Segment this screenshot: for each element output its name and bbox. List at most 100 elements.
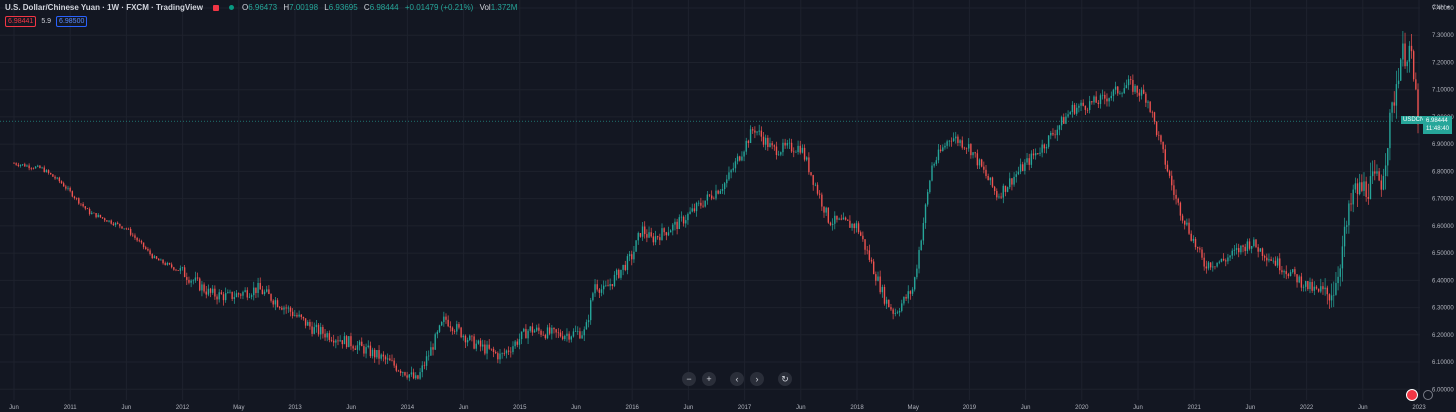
y-tick-label: 6.00000 — [1432, 387, 1454, 393]
candle-body — [367, 345, 369, 348]
candle-body — [419, 372, 421, 379]
candle-body — [203, 284, 205, 292]
settings-icon[interactable] — [1423, 390, 1433, 400]
candle-body — [907, 291, 909, 299]
candle-body — [75, 198, 78, 199]
candle-body — [881, 286, 884, 293]
candle-body — [633, 251, 635, 260]
candle-body — [914, 277, 916, 290]
zoom-out-button[interactable]: − — [682, 372, 696, 386]
x-tick-label: Jun — [1133, 405, 1143, 411]
x-tick-label: 2016 — [626, 405, 640, 411]
candle-body — [352, 346, 354, 349]
candle-body — [961, 140, 963, 148]
symbol-price-tag: USDCNH — [1401, 116, 1431, 125]
candle-body — [52, 174, 54, 177]
x-tick-label: 2019 — [963, 405, 977, 411]
candle-body — [257, 282, 259, 293]
candle-body — [996, 191, 998, 198]
candle-body — [1201, 249, 1203, 258]
sell-button[interactable]: 6.98441 — [5, 16, 37, 27]
candle-body — [786, 143, 788, 146]
candle-body — [546, 327, 549, 339]
candle-body — [1106, 98, 1108, 102]
candle-body — [1343, 226, 1346, 247]
candle-body — [1071, 104, 1074, 113]
flag-icon[interactable] — [212, 4, 219, 11]
candle-body — [752, 129, 754, 131]
ohlc-high-label: H — [283, 3, 290, 12]
candle-body — [1030, 153, 1033, 165]
candle-body — [1207, 262, 1210, 269]
x-tick-label: Jun — [459, 405, 469, 411]
candle-body — [1220, 258, 1223, 262]
zoom-in-button[interactable]: + — [702, 372, 716, 386]
reset-chart-button[interactable]: ↻ — [778, 372, 792, 386]
candle-body — [345, 336, 348, 348]
scroll-right-button[interactable]: › — [750, 372, 764, 386]
candle-body — [488, 344, 490, 349]
candle-body — [1242, 245, 1244, 247]
candle-body — [529, 326, 531, 331]
symbol-title[interactable]: U.S. Dollar/Chinese Yuan · 1W · FXCM · T… — [5, 3, 203, 12]
candle-body — [449, 326, 452, 328]
candle-body — [1406, 61, 1408, 67]
scroll-left-button[interactable]: ‹ — [730, 372, 744, 386]
x-tick-label: Jun — [684, 405, 694, 411]
candle-body — [1300, 276, 1303, 288]
candle-body — [326, 333, 328, 338]
candle-body — [393, 360, 395, 366]
candle-body — [1376, 171, 1378, 174]
candle-body — [1287, 274, 1290, 277]
candle-body — [1173, 185, 1175, 195]
candle-body — [477, 340, 480, 344]
candle-body — [946, 141, 948, 146]
candle-body — [101, 217, 104, 219]
candle-body — [389, 358, 391, 361]
x-tick-label: May — [233, 405, 244, 411]
x-tick-label: 2021 — [1188, 405, 1202, 411]
candle-body — [110, 220, 112, 224]
candle-body — [298, 314, 300, 317]
candle-body — [231, 291, 233, 299]
candle-body — [285, 307, 287, 309]
volume-value: 1.372M — [490, 3, 518, 12]
candle-body — [704, 200, 706, 207]
candle-body — [609, 284, 611, 287]
candle-body — [516, 341, 518, 345]
x-tick-label: Jun — [796, 405, 806, 411]
candle-body — [1026, 158, 1028, 163]
candle-body — [1274, 260, 1277, 266]
candle-body — [138, 240, 140, 242]
candle-body — [883, 286, 886, 304]
candle-body — [151, 254, 153, 259]
candle-body — [870, 259, 873, 262]
buy-button[interactable]: 6.98500 — [56, 16, 88, 27]
currency-selector[interactable]: CNH ▾ — [1432, 5, 1450, 11]
candle-body — [1309, 281, 1311, 290]
candle-body — [309, 322, 311, 327]
candle-body — [1354, 183, 1357, 190]
y-tick-label: 6.60000 — [1432, 224, 1454, 230]
y-tick-label: 7.20000 — [1432, 60, 1454, 66]
candle-body — [278, 306, 281, 308]
candle-body — [1186, 222, 1188, 225]
candle-body — [980, 159, 983, 167]
candle-body — [471, 335, 473, 337]
candle-body — [1037, 153, 1039, 154]
x-tick-label: 2015 — [513, 405, 527, 411]
ohlc-close-value: 6.98444 — [369, 3, 399, 12]
candle-body — [1296, 274, 1298, 283]
candle-body — [62, 183, 65, 187]
candle-body — [1417, 89, 1419, 125]
ohlc-low-label: L — [324, 3, 329, 12]
candle-body — [745, 140, 747, 152]
candle-body — [1378, 171, 1380, 181]
candle-body — [758, 130, 760, 132]
candle-body — [1060, 117, 1063, 126]
candle-body — [246, 290, 248, 298]
us-flag-icon[interactable] — [1406, 389, 1418, 401]
candle-body — [136, 237, 138, 241]
candle-body — [639, 233, 642, 237]
